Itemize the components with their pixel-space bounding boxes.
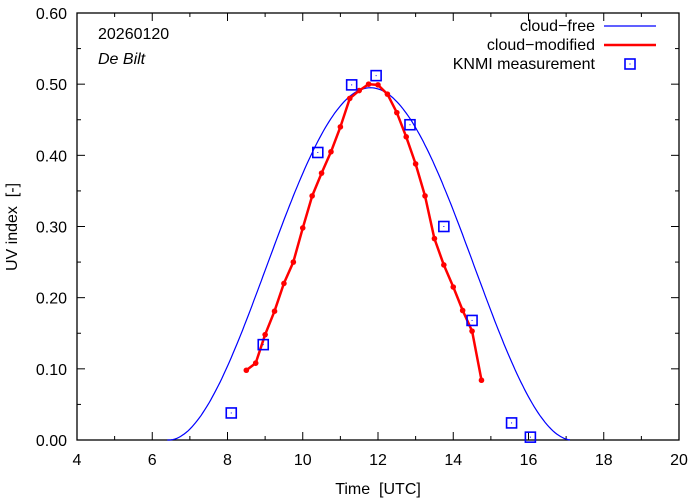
- knmi-measurement-dot: [471, 319, 473, 321]
- cloud-modified-line: [245, 82, 483, 381]
- cloud-modified-point: [450, 284, 457, 290]
- cloud-modified-point: [262, 331, 268, 338]
- legend-swatch-knmi-dot: [629, 63, 631, 65]
- knmi-measurement-point: [345, 79, 358, 91]
- x-tick-label: 20: [670, 452, 688, 469]
- cloud-modified-point: [346, 95, 353, 102]
- y-tick-label: 0.50: [36, 77, 67, 94]
- x-tick-label: 14: [444, 452, 462, 469]
- knmi-measurement-dot: [409, 124, 411, 126]
- knmi-measurement-point: [311, 146, 324, 159]
- cloud-modified-point: [299, 225, 306, 231]
- cloud-modified-point: [431, 235, 438, 242]
- x-axis-title: Time [UTC]: [335, 481, 421, 498]
- legend-label-cloud-free: cloud−free: [520, 18, 595, 35]
- knmi-measurement-dot: [230, 412, 232, 414]
- y-tick-label: 0.20: [36, 291, 67, 308]
- knmi-measurement-point: [438, 220, 450, 233]
- y-tick-label: 0.10: [36, 362, 67, 379]
- knmi-measurement-dot: [511, 422, 513, 424]
- x-tick-label: 18: [595, 452, 613, 469]
- cloud-modified-point: [394, 109, 400, 116]
- cloud-modified-point: [243, 367, 250, 374]
- knmi-measurement-point: [404, 118, 416, 131]
- knmi-measurement-point: [225, 407, 238, 419]
- cloud-modified-point: [412, 161, 419, 167]
- legend-swatch-knmi-measurement: [624, 58, 636, 70]
- location-annotation: De Bilt: [98, 51, 146, 68]
- cloud-modified-point: [328, 148, 334, 155]
- cloud-modified-point: [441, 262, 447, 268]
- knmi-measurement-dot: [262, 344, 264, 346]
- legend-label-knmi-measurement: KNMI measurement: [453, 56, 596, 73]
- y-tick-label: 0.30: [36, 220, 67, 237]
- cloud-modified-point: [281, 280, 287, 287]
- cloud-modified-point: [290, 259, 297, 265]
- knmi-measurement-point: [370, 69, 382, 82]
- legend: cloud−free cloud−modified KNMI measureme…: [453, 18, 656, 73]
- y-axis-title: UV index [-]: [4, 183, 21, 271]
- date-annotation: 20260120: [98, 26, 169, 43]
- knmi-measurement-dot: [351, 84, 353, 86]
- series: [167, 69, 570, 443]
- cloud-modified-point: [271, 308, 278, 314]
- cloud-modified-point: [252, 360, 259, 366]
- x-tick-label: 16: [520, 452, 538, 469]
- knmi-measurement-dot: [317, 151, 319, 153]
- knmi-measurement-point: [505, 417, 518, 429]
- knmi-measurement-point: [524, 431, 537, 443]
- knmi-measurement-point: [466, 314, 478, 327]
- legend-label-cloud-modified: cloud−modified: [487, 37, 595, 54]
- knmi-measurement-dot: [529, 436, 531, 438]
- cloud-modified-point: [365, 81, 372, 87]
- knmi-measurement-point: [257, 338, 270, 351]
- y-tick-label: 0.00: [36, 433, 67, 450]
- axes: 4 6 8 10 12 14 16 18 20 0.00 0.10 0.20 0.30 0.40 0.50 0…: [36, 6, 688, 469]
- knmi-measurement-dot: [375, 75, 377, 77]
- x-tick-label: 10: [294, 452, 312, 469]
- x-tick-label: 6: [148, 452, 157, 469]
- plot-frame: [76, 12, 680, 441]
- x-tick-label: 12: [369, 452, 387, 469]
- cloud-modified-point: [337, 124, 344, 130]
- x-tick-label: 8: [223, 452, 232, 469]
- cloud-modified-point: [469, 328, 475, 334]
- cloud-modified-point: [478, 377, 485, 384]
- cloud-modified-point: [403, 134, 410, 140]
- y-tick-label: 0.40: [36, 148, 67, 165]
- x-tick-label: 4: [73, 452, 82, 469]
- cloud-modified-point: [384, 91, 391, 97]
- cloud-modified-point: [422, 193, 428, 199]
- cloud-modified-point: [375, 82, 381, 88]
- cloud-free-line: [167, 87, 570, 441]
- cloud-modified-point: [459, 307, 466, 314]
- knmi-measurement-dot: [443, 226, 445, 227]
- y-tick-label: 0.60: [36, 6, 67, 23]
- cloud-modified-point: [356, 87, 362, 94]
- cloud-modified-point: [309, 193, 315, 199]
- cloud-modified-point: [318, 170, 325, 176]
